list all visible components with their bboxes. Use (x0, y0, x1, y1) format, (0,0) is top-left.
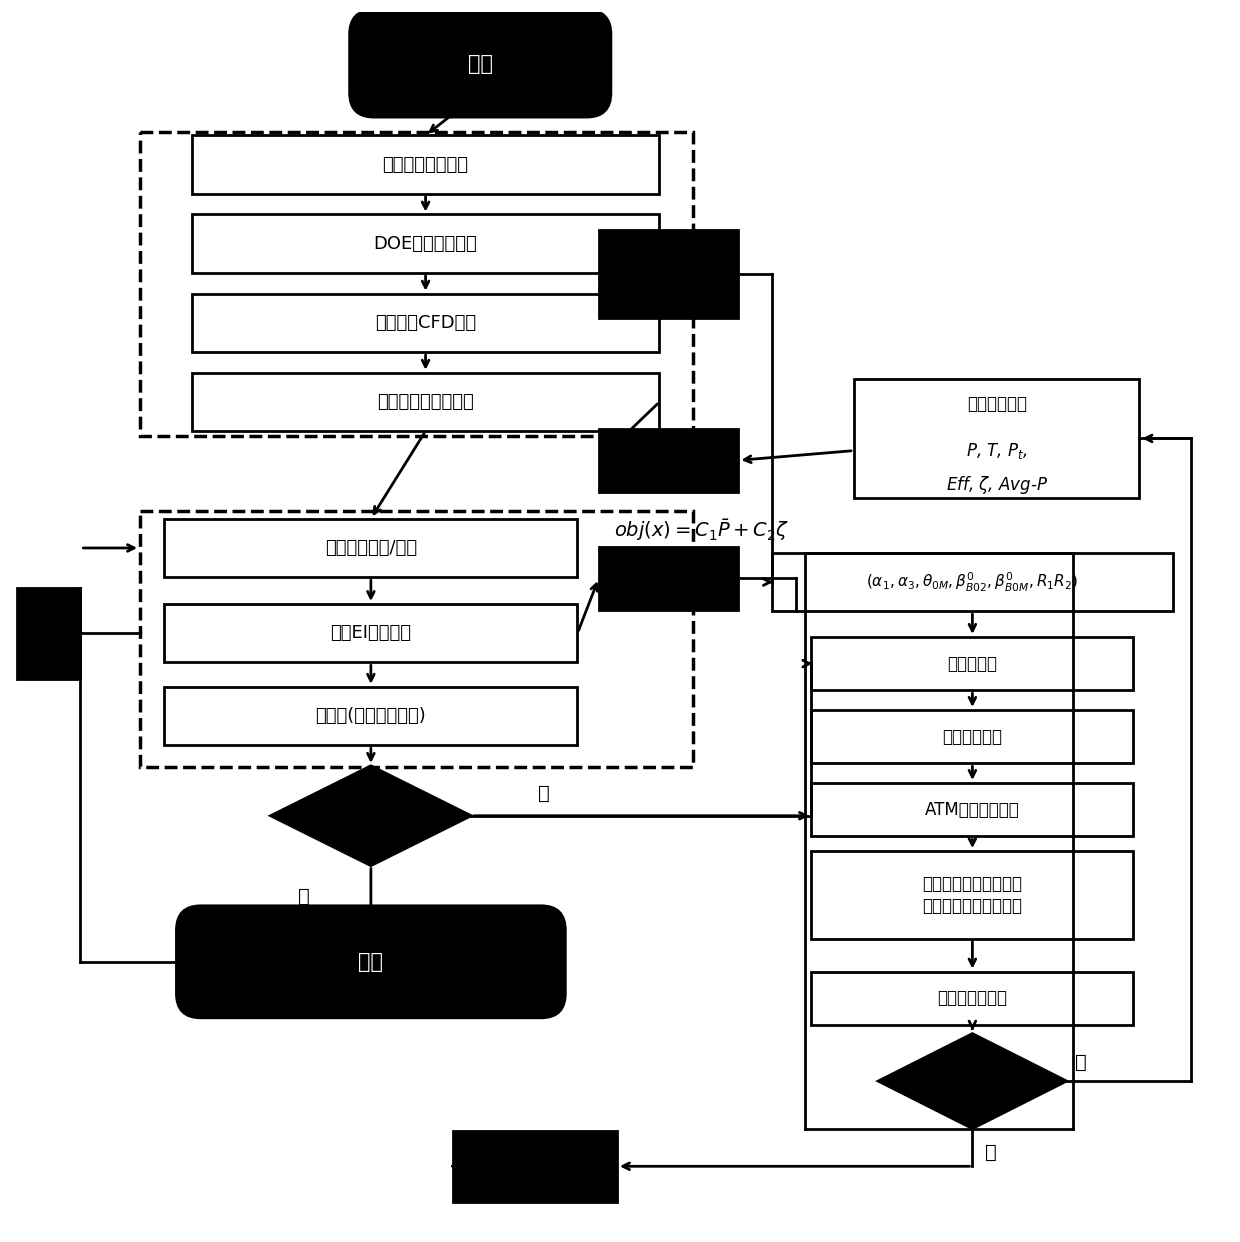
Text: $\mathit{obj}(\mathit{x})=C_1\bar{P}+C_2\zeta$: $\mathit{obj}(\mathit{x})=C_1\bar{P}+C_2… (614, 517, 789, 543)
Text: 调用流场求解器: 调用流场求解器 (937, 990, 1007, 1007)
Bar (811, 851, 1133, 939)
Bar (192, 215, 660, 273)
Text: DOE试验样本选取: DOE试验样本选取 (373, 235, 477, 252)
Text: $Eff$, $\zeta$, $Avg$-$P$: $Eff$, $\zeta$, $Avg$-$P$ (946, 473, 1048, 496)
Bar (17, 587, 81, 679)
Bar (192, 135, 660, 194)
Text: ATM网格自动划分: ATM网格自动划分 (925, 801, 1019, 818)
Text: 建立初始克里金模型: 建立初始克里金模型 (377, 392, 474, 411)
Text: 是: 是 (1075, 1053, 1087, 1072)
Text: 否: 否 (985, 1144, 997, 1163)
Text: 叶轮叶片型线: 叶轮叶片型线 (942, 728, 1002, 745)
Polygon shape (270, 766, 471, 866)
Text: 整机网格导入、物性定
义、边界条件及其它设: 整机网格导入、物性定 义、边界条件及其它设 (923, 874, 1023, 915)
Bar (164, 604, 578, 662)
Bar (599, 428, 739, 492)
Text: 否: 否 (538, 785, 549, 804)
Bar (811, 971, 1133, 1025)
Text: $(\alpha_1, \alpha_3, \theta_{0M}, \beta^0_{B02}, \beta^0_{B0M}, R_1R_2)$: $(\alpha_1, \alpha_3, \theta_{0M}, \beta… (867, 570, 1079, 594)
Bar (164, 687, 578, 745)
Text: 优化变量范围侦测: 优化变量范围侦测 (383, 155, 469, 174)
Bar (599, 546, 739, 610)
Text: $P$, $T$, $P_t$,: $P$, $T$, $P_t$, (966, 441, 1028, 461)
Bar (164, 519, 578, 578)
Text: 几何参数化: 几何参数化 (947, 655, 997, 673)
Bar (453, 1131, 618, 1201)
Bar (140, 512, 693, 768)
Text: 校正点(候选叶轮叶片): 校正点(候选叶轮叶片) (315, 707, 427, 725)
Polygon shape (878, 1033, 1066, 1129)
Bar (854, 379, 1140, 498)
Text: 开始: 开始 (467, 53, 492, 73)
Bar (811, 637, 1133, 691)
Bar (771, 553, 1173, 611)
Text: 流场信息获取: 流场信息获取 (967, 395, 1027, 414)
Bar (140, 132, 693, 436)
Text: 代理模型建立/更新: 代理模型建立/更新 (325, 539, 417, 556)
FancyBboxPatch shape (350, 10, 611, 117)
Text: 初始样本CFD分析: 初始样本CFD分析 (374, 314, 476, 332)
FancyBboxPatch shape (176, 905, 565, 1017)
Bar (192, 373, 660, 431)
Text: 结束: 结束 (358, 951, 383, 971)
Text: 是: 是 (298, 887, 310, 905)
Bar (599, 230, 739, 318)
Bar (811, 782, 1133, 836)
Bar (811, 710, 1133, 764)
Bar (192, 293, 660, 351)
Text: 求解EI辅助函数: 求解EI辅助函数 (330, 625, 412, 642)
